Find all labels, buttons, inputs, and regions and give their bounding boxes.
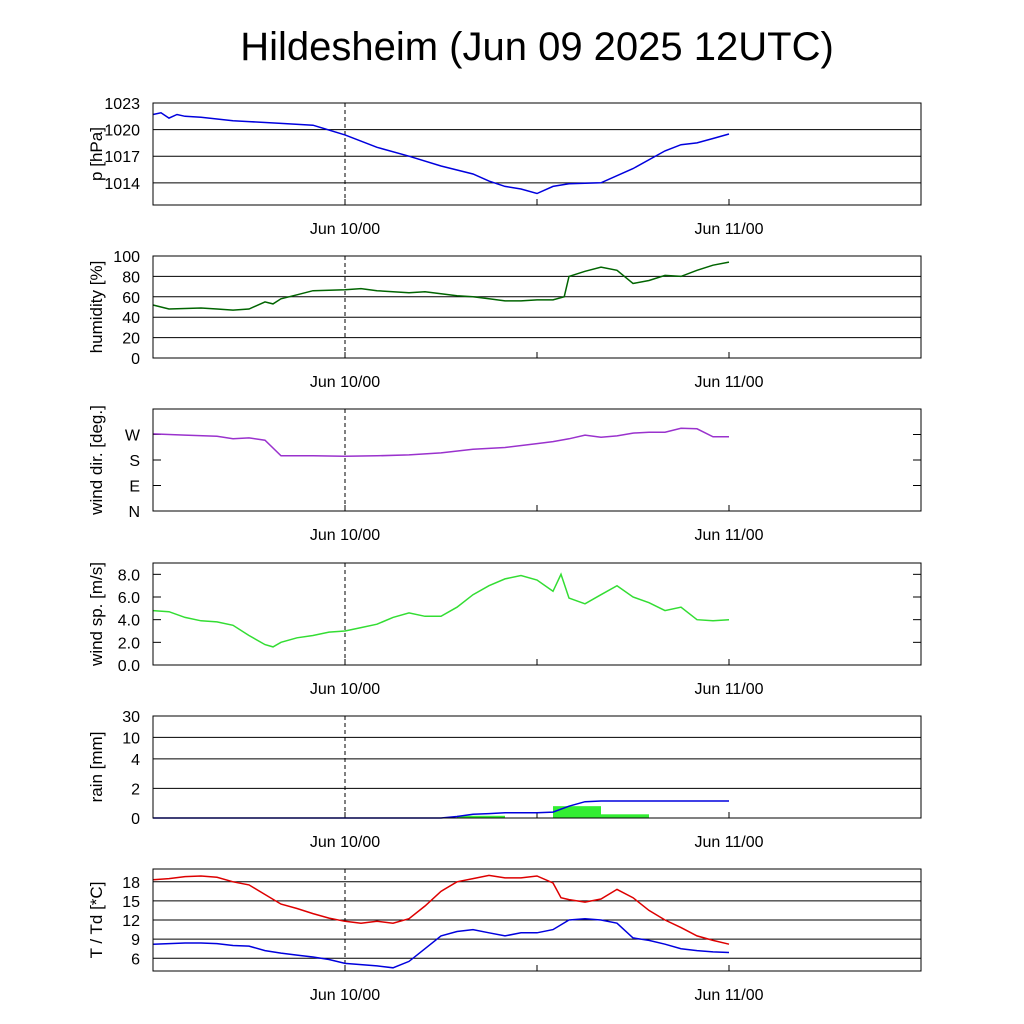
plot-frame-2 <box>152 408 922 512</box>
chart-title: Hildesheim (Jun 09 2025 12UTC) <box>240 25 834 69</box>
xtick-label-4-0: Jun 10/00 <box>310 834 380 851</box>
rain-bar-2 <box>601 814 649 818</box>
xtick-label-2-0: Jun 10/00 <box>310 527 380 544</box>
ytick-label-0-3: 1023 <box>104 96 140 113</box>
ytick-label-5-3: 15 <box>122 894 140 911</box>
ytick-label-2-1: E <box>129 479 140 496</box>
ylabel-3: wind sp. [m/s] <box>87 562 106 667</box>
ytick-label-3-4: 8.0 <box>118 567 140 584</box>
xtick-label-1-1: Jun 11/00 <box>694 374 763 391</box>
ytick-label-4-2: 4 <box>131 752 140 769</box>
ytick-label-2-2: S <box>129 453 140 470</box>
ylabel-1: humidity [%] <box>87 261 106 354</box>
ylabel-5: T / Td [*C] <box>87 882 106 959</box>
ytick-label-1-1: 20 <box>122 331 140 348</box>
xtick-label-3-1: Jun 11/00 <box>694 681 763 698</box>
plot-frame-5 <box>152 868 922 972</box>
plot-frame-4 <box>152 715 922 819</box>
plot-frame-3 <box>152 562 922 666</box>
plot-frame-0 <box>152 102 922 206</box>
xtick-label-1-0: Jun 10/00 <box>310 374 380 391</box>
ytick-label-0-1: 1017 <box>104 149 140 166</box>
panel-0: 1014 1017 1020 1023 Jun 10/00 Jun 11/00 p [hPa… <box>87 96 922 238</box>
plot-frame-1 <box>152 255 922 359</box>
xtick-label-5-1: Jun 11/00 <box>694 987 763 1004</box>
ytick-label-1-3: 60 <box>122 290 140 307</box>
panel-4: 0 2 4 10 30 Jun 10/00 Jun 11/00 rain [mm] <box>87 709 922 851</box>
xtick-label-5-0: Jun 10/00 <box>310 987 380 1004</box>
ytick-label-1-2: 40 <box>122 310 140 327</box>
ylabel-4: rain [mm] <box>87 732 106 803</box>
ytick-label-1-5: 100 <box>113 249 140 266</box>
series-line-2-0 <box>152 427 729 458</box>
rain-bar-1 <box>553 806 601 818</box>
series-line-4-0 <box>153 800 729 819</box>
ytick-label-5-1: 9 <box>131 932 140 949</box>
xtick-label-2-1: Jun 11/00 <box>694 527 763 544</box>
series-line-0-0 <box>152 112 730 195</box>
ylabel-0: p [hPa] <box>87 127 106 181</box>
series-line-3-0 <box>152 572 730 648</box>
ylabel-2: wind dir. [deg.] <box>87 405 106 516</box>
ytick-label-4-4: 30 <box>122 709 140 726</box>
ytick-label-2-0: N <box>128 504 140 521</box>
xtick-label-3-0: Jun 10/00 <box>310 681 380 698</box>
ytick-label-1-4: 80 <box>122 269 140 286</box>
ytick-label-4-3: 10 <box>122 730 140 747</box>
series-line-5-0 <box>152 874 730 945</box>
xtick-label-0-0: Jun 10/00 <box>310 221 380 238</box>
ytick-label-4-1: 2 <box>131 781 140 798</box>
panel-5: 6 9 12 15 18 Jun 10/00 Jun 11/00 T / Td [*C] <box>87 868 922 1004</box>
ytick-label-3-3: 6.0 <box>118 590 140 607</box>
ytick-label-4-0: 0 <box>131 811 140 828</box>
ytick-label-5-0: 6 <box>131 951 140 968</box>
ytick-label-5-4: 18 <box>122 875 140 892</box>
ytick-label-0-0: 1014 <box>104 176 140 193</box>
series-line-1-0 <box>152 261 730 311</box>
ytick-label-2-3: W <box>125 428 141 445</box>
ytick-label-3-2: 4.0 <box>118 613 140 630</box>
panel-3: 0.0 2.0 4.0 6.0 8.0 Jun 10/00 Jun 11/00 wind sp… <box>87 562 922 698</box>
ytick-label-0-2: 1020 <box>104 123 140 140</box>
ytick-label-1-0: 0 <box>131 351 140 368</box>
panel-1: 0 20 40 60 80 100 Jun 10/00 Jun 11/00 humidity [… <box>87 249 922 391</box>
xtick-label-4-1: Jun 11/00 <box>694 834 763 851</box>
rain-bar-0 <box>457 815 505 818</box>
xtick-label-0-1: Jun 11/00 <box>694 221 763 238</box>
ytick-label-3-1: 2.0 <box>118 635 140 652</box>
ytick-label-3-0: 0.0 <box>118 658 140 675</box>
ytick-label-5-2: 12 <box>122 913 140 930</box>
series-line-5-1 <box>152 917 730 969</box>
